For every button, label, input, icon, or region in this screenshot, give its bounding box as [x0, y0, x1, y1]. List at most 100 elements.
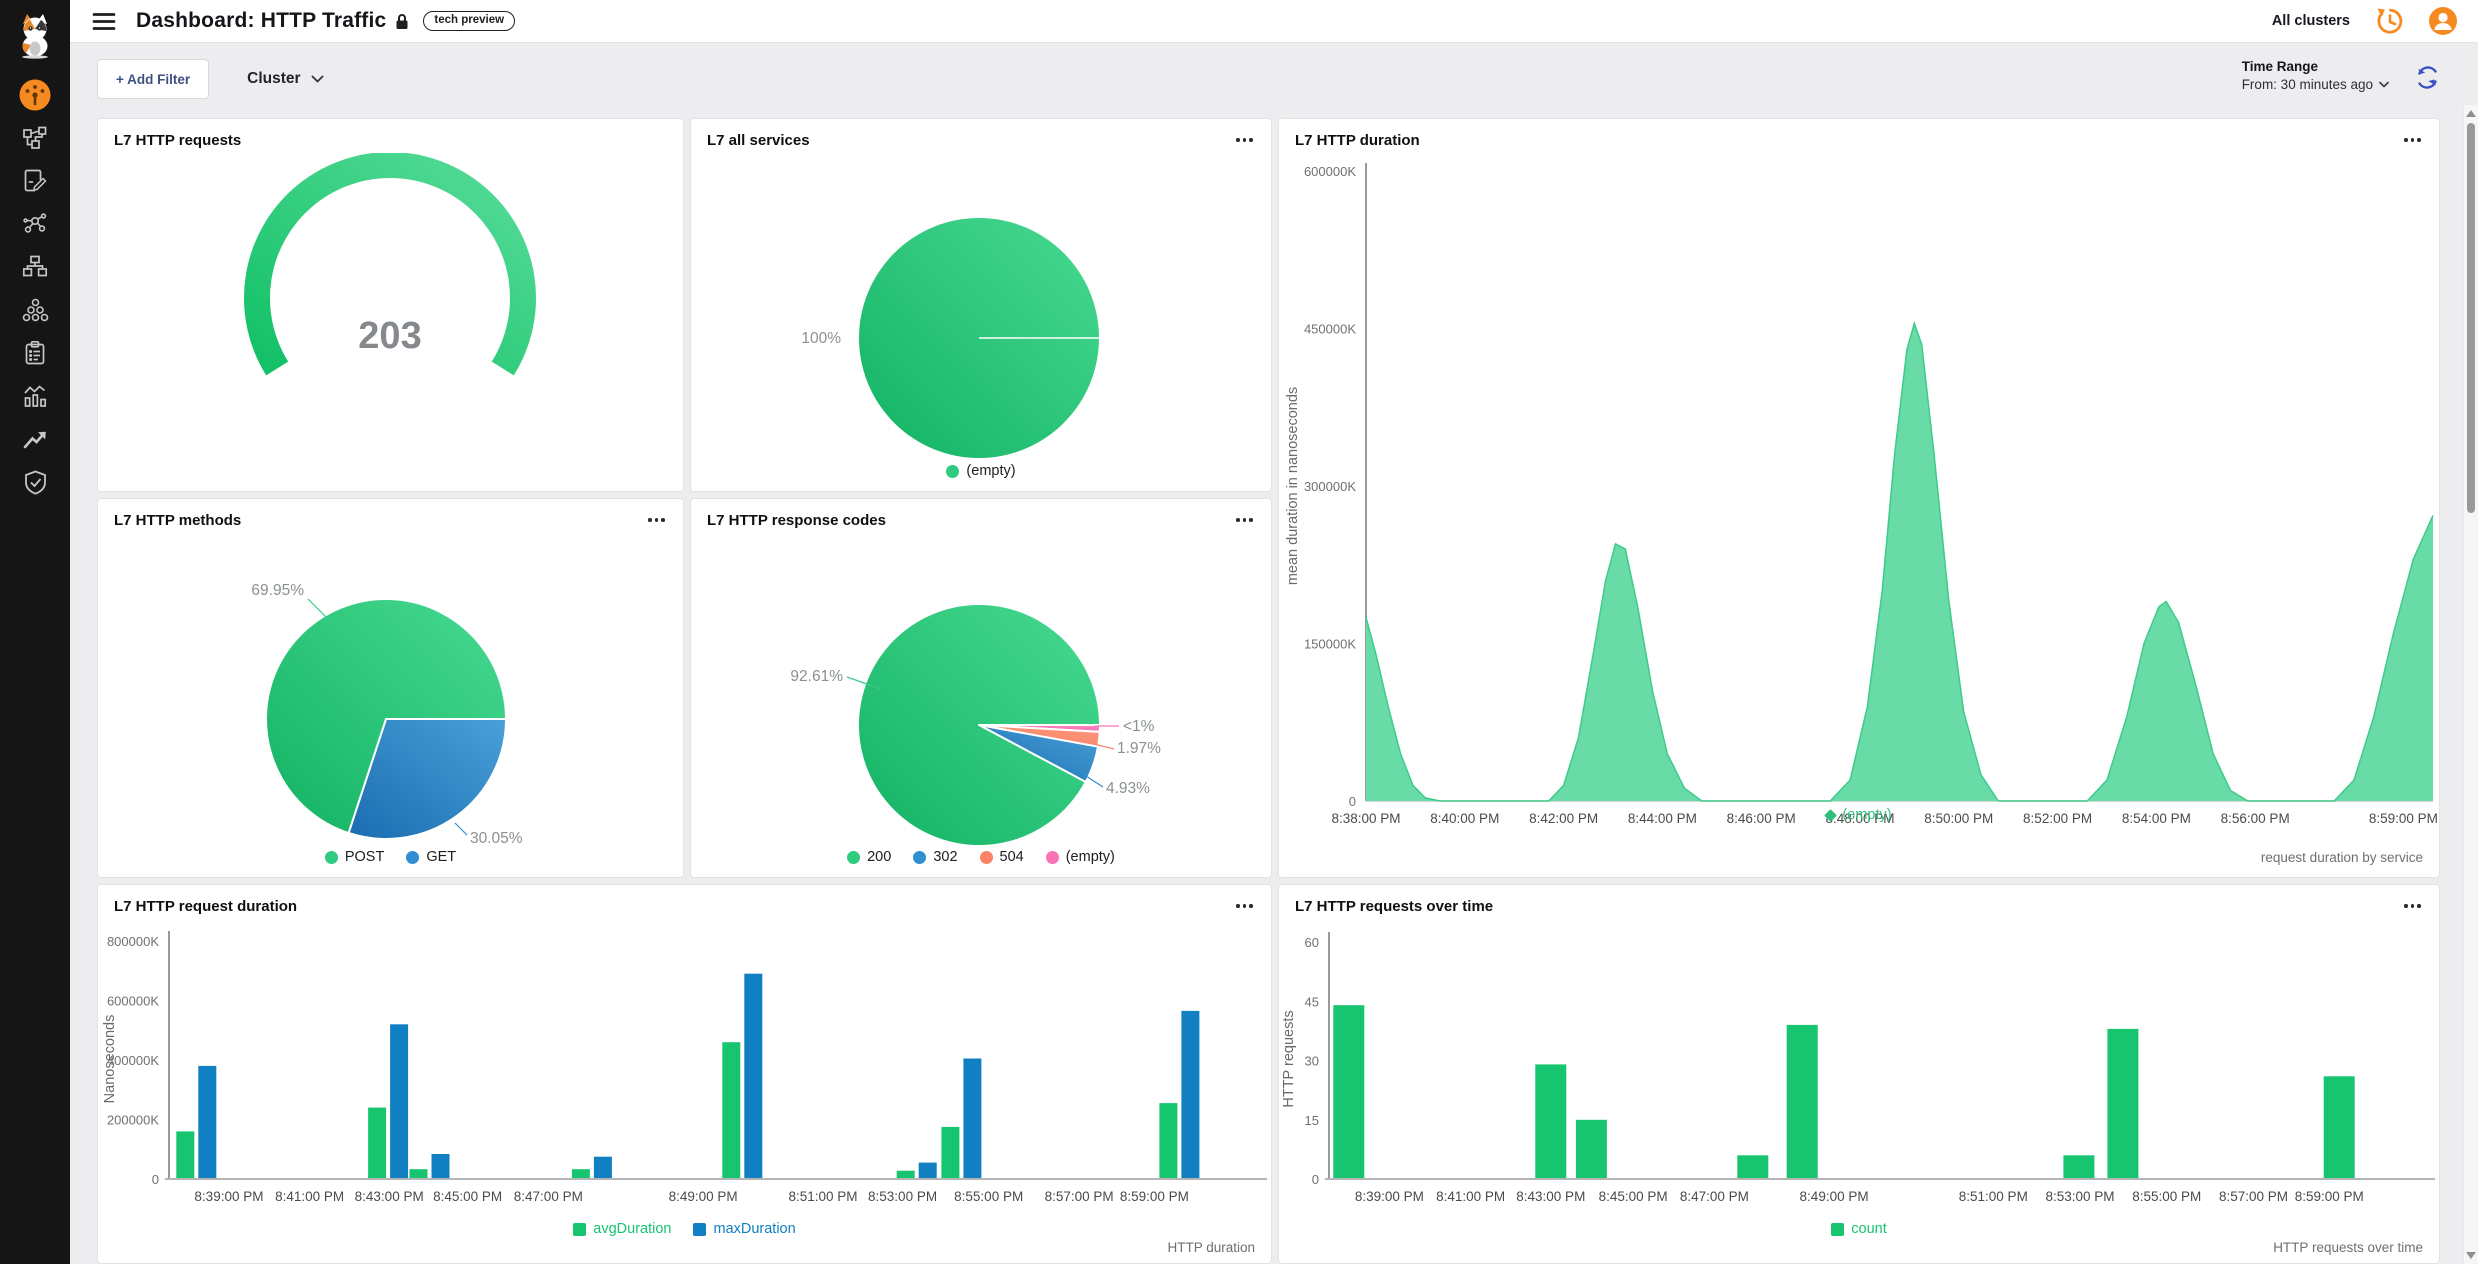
history-button[interactable]: [2374, 6, 2404, 36]
hamburger-icon: [92, 12, 116, 30]
card-menu-button[interactable]: [1234, 900, 1255, 912]
legend-label: count: [1851, 1221, 1887, 1237]
filter-bar: + Add Filter Cluster Time Range From: 30…: [97, 59, 2440, 103]
svg-text:100%: 100%: [801, 330, 841, 347]
svg-text:8:46:00 PM: 8:46:00 PM: [1727, 811, 1796, 826]
legend-item[interactable]: (empty): [946, 463, 1016, 479]
legend-marker: [847, 850, 861, 864]
svg-text:300000K: 300000K: [1304, 479, 1356, 494]
legend-item[interactable]: GET: [406, 849, 456, 865]
card-title: L7 HTTP requests over time: [1295, 897, 1494, 915]
add-filter-button[interactable]: + Add Filter: [97, 59, 210, 99]
cluster-nodes-icon: [22, 298, 48, 321]
request-duration-bar-chart: 0 200000K 400000K 600000K 800000K 8:39:00 PM 8…: [98, 919, 1271, 1221]
svg-text:400000K: 400000K: [107, 1053, 159, 1068]
legend-marker: [913, 850, 927, 864]
sidebar-nav: [17, 78, 53, 499]
svg-text:8:49:00 PM: 8:49:00 PM: [1800, 1189, 1869, 1204]
card-title: L7 HTTP requests: [114, 131, 242, 149]
card-title: L7 HTTP methods: [114, 511, 242, 529]
card-menu-button[interactable]: [2402, 134, 2423, 146]
topbar-right: All clusters: [2272, 6, 2458, 36]
sidebar-item-dashboard[interactable]: [17, 78, 53, 112]
sidebar-item-service-graph[interactable]: [17, 207, 53, 241]
scrollbar-down-arrow[interactable]: [2466, 1252, 2476, 1259]
legend-label: POST: [344, 849, 385, 865]
svg-text:15: 15: [1305, 1113, 1319, 1128]
svg-text:0: 0: [152, 1172, 159, 1187]
sidebar-item-policies[interactable]: [17, 164, 53, 198]
legend-marker: [324, 850, 338, 864]
svg-text:8:38:00 PM: 8:38:00 PM: [1331, 811, 1400, 826]
menu-button[interactable]: [92, 12, 116, 31]
lock-icon: [395, 13, 409, 30]
legend-label: 504: [999, 849, 1024, 865]
legend-item[interactable]: 200: [847, 849, 891, 865]
legend-item[interactable]: (empty): [1824, 807, 1892, 823]
svg-text:8:47:00 PM: 8:47:00 PM: [1680, 1189, 1749, 1204]
legend-item[interactable]: maxDuration: [693, 1221, 796, 1237]
scrollbar-thumb[interactable]: [2467, 123, 2475, 513]
svg-text:8:39:00 PM: 8:39:00 PM: [1355, 1189, 1424, 1204]
time-range-value[interactable]: From: 30 minutes ago: [2242, 77, 2389, 92]
svg-text:30.05%: 30.05%: [470, 830, 523, 845]
metrics-bars-icon: [23, 384, 46, 407]
svg-text:8:39:00 PM: 8:39:00 PM: [194, 1189, 263, 1204]
svg-text:600000K: 600000K: [107, 994, 159, 1009]
svg-text:8:44:00 PM: 8:44:00 PM: [1628, 811, 1697, 826]
sidebar-item-compliance[interactable]: [17, 336, 53, 370]
svg-text:30: 30: [1305, 1054, 1319, 1069]
svg-text:4.93%: 4.93%: [1106, 780, 1150, 797]
sidebar-item-trends[interactable]: [17, 422, 53, 456]
chart-footer: HTTP duration: [1167, 1240, 1255, 1255]
legend-item[interactable]: (empty): [1045, 849, 1115, 865]
sidebar-item-topology[interactable]: [17, 121, 53, 155]
network-tree-icon: [22, 255, 48, 277]
services-pie-chart: 100%: [691, 153, 1271, 465]
user-menu-button[interactable]: [2428, 6, 2458, 36]
legend-item[interactable]: avgDuration: [573, 1221, 671, 1237]
card-menu-button[interactable]: [2402, 900, 2423, 912]
card-title: L7 HTTP response codes: [707, 511, 886, 529]
svg-text:8:57:00 PM: 8:57:00 PM: [2219, 1189, 2288, 1204]
legend-item[interactable]: POST: [324, 849, 385, 865]
chart-footer: HTTP requests over time: [2273, 1240, 2423, 1255]
sidebar-item-clusters[interactable]: [17, 293, 53, 327]
cluster-filter-label: Cluster: [247, 70, 301, 87]
card-l7-http-requests: L7 HTTP requests 203: [97, 118, 684, 492]
cluster-filter-dropdown[interactable]: Cluster: [247, 59, 323, 99]
svg-text:8:47:00 PM: 8:47:00 PM: [514, 1189, 583, 1204]
trend-arrow-icon: [23, 431, 46, 448]
scrollbar-up-arrow[interactable]: [2466, 110, 2476, 117]
sidebar-item-metrics[interactable]: [17, 379, 53, 413]
legend-item[interactable]: count: [1831, 1221, 1887, 1237]
svg-text:450000K: 450000K: [1304, 322, 1356, 337]
card-title: L7 HTTP request duration: [114, 897, 298, 915]
svg-text:8:55:00 PM: 8:55:00 PM: [954, 1189, 1023, 1204]
sidebar-item-security[interactable]: [17, 465, 53, 499]
card-menu-button[interactable]: [1234, 514, 1255, 526]
methods-pie-chart: 69.95% 30.05%: [98, 533, 683, 847]
card-title: L7 all services: [707, 131, 810, 149]
cluster-selector[interactable]: All clusters: [2271, 13, 2350, 29]
calico-cat-logo[interactable]: [14, 8, 56, 62]
svg-text:45: 45: [1305, 994, 1319, 1009]
legend-label: (empty): [1065, 849, 1115, 865]
refresh-button[interactable]: [2415, 65, 2440, 95]
network-topology-icon: [23, 126, 47, 149]
sidebar-item-network[interactable]: [17, 250, 53, 284]
legend-label: 200: [867, 849, 892, 865]
legend-label: GET: [426, 849, 457, 865]
svg-text:Nanoseconds: Nanoseconds: [102, 1015, 118, 1104]
legend-item[interactable]: 302: [913, 849, 958, 865]
svg-text:8:40:00 PM: 8:40:00 PM: [1430, 811, 1499, 826]
main-area: Dashboard: HTTP Traffic tech preview All…: [70, 0, 2478, 1264]
legend-label: (empty): [1842, 807, 1892, 823]
legend-marker: [1824, 808, 1838, 822]
card-menu-button[interactable]: [646, 514, 667, 526]
legend-item[interactable]: 504: [979, 849, 1024, 865]
sidebar: [0, 0, 70, 1264]
svg-text:69.95%: 69.95%: [251, 582, 304, 599]
card-menu-button[interactable]: [1234, 134, 1255, 146]
legend-marker: [573, 1222, 587, 1236]
